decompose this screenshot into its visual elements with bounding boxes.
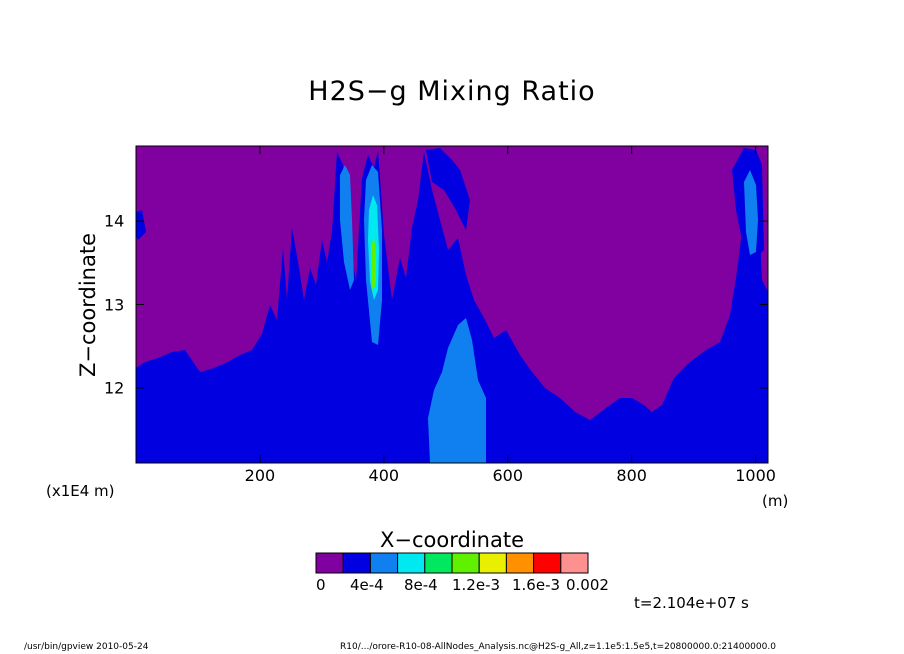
chart-title: H2S−g Mixing Ratio <box>308 76 596 107</box>
x-tick-label: 1000 <box>735 466 776 485</box>
footer-left: /usr/bin/gpview 2010-05-24 <box>24 642 149 652</box>
y-tick-label: 13 <box>104 295 125 314</box>
colorbar-label: 0.002 <box>566 576 609 594</box>
time-annotation: t=2.104e+07 s <box>634 594 749 612</box>
region-peak-core <box>371 238 376 292</box>
x-unit-note: (m) <box>762 492 789 510</box>
region-mid-column-1 <box>340 165 354 290</box>
colorbar-swatch <box>533 552 562 574</box>
footer-right: R10/.../orore-R10-08-AllNodes_Analysis.n… <box>340 642 776 652</box>
x-scale-note: (x1E4 m) <box>46 482 115 500</box>
x-tick-label: 400 <box>368 466 400 485</box>
x-tick-label: 200 <box>244 466 276 485</box>
x-tick-label: 800 <box>616 466 647 485</box>
y-tick-label: 12 <box>104 378 125 398</box>
colorbar-swatch <box>505 552 535 574</box>
colorbar-label: 1.2e-3 <box>452 576 501 594</box>
colorbar-label: 4e-4 <box>350 576 384 594</box>
y-tick-label: 14 <box>104 211 125 231</box>
colorbar-label: 8e-4 <box>404 576 438 594</box>
colorbar-label: 1.6e-3 <box>512 576 561 594</box>
colorbar-swatch <box>369 552 399 574</box>
colorbar-swatch <box>397 552 426 574</box>
colorbar-swatch <box>315 552 344 574</box>
colorbar-swatch <box>424 552 453 574</box>
region-low-left-edge <box>136 210 146 240</box>
region-mid-right-plume <box>744 170 758 255</box>
x-axis-label: X−coordinate <box>380 528 524 552</box>
colorbar-label: 0 <box>316 576 326 594</box>
colorbar-swatch <box>560 552 589 574</box>
region-mid-base <box>428 318 486 463</box>
region-low-plume <box>426 148 470 230</box>
region-low <box>136 150 768 463</box>
colorbar-swatch <box>478 552 507 574</box>
colorbar-swatch <box>451 552 480 574</box>
x-tick-label: 600 <box>492 466 524 485</box>
colorbar-swatch <box>342 552 371 574</box>
